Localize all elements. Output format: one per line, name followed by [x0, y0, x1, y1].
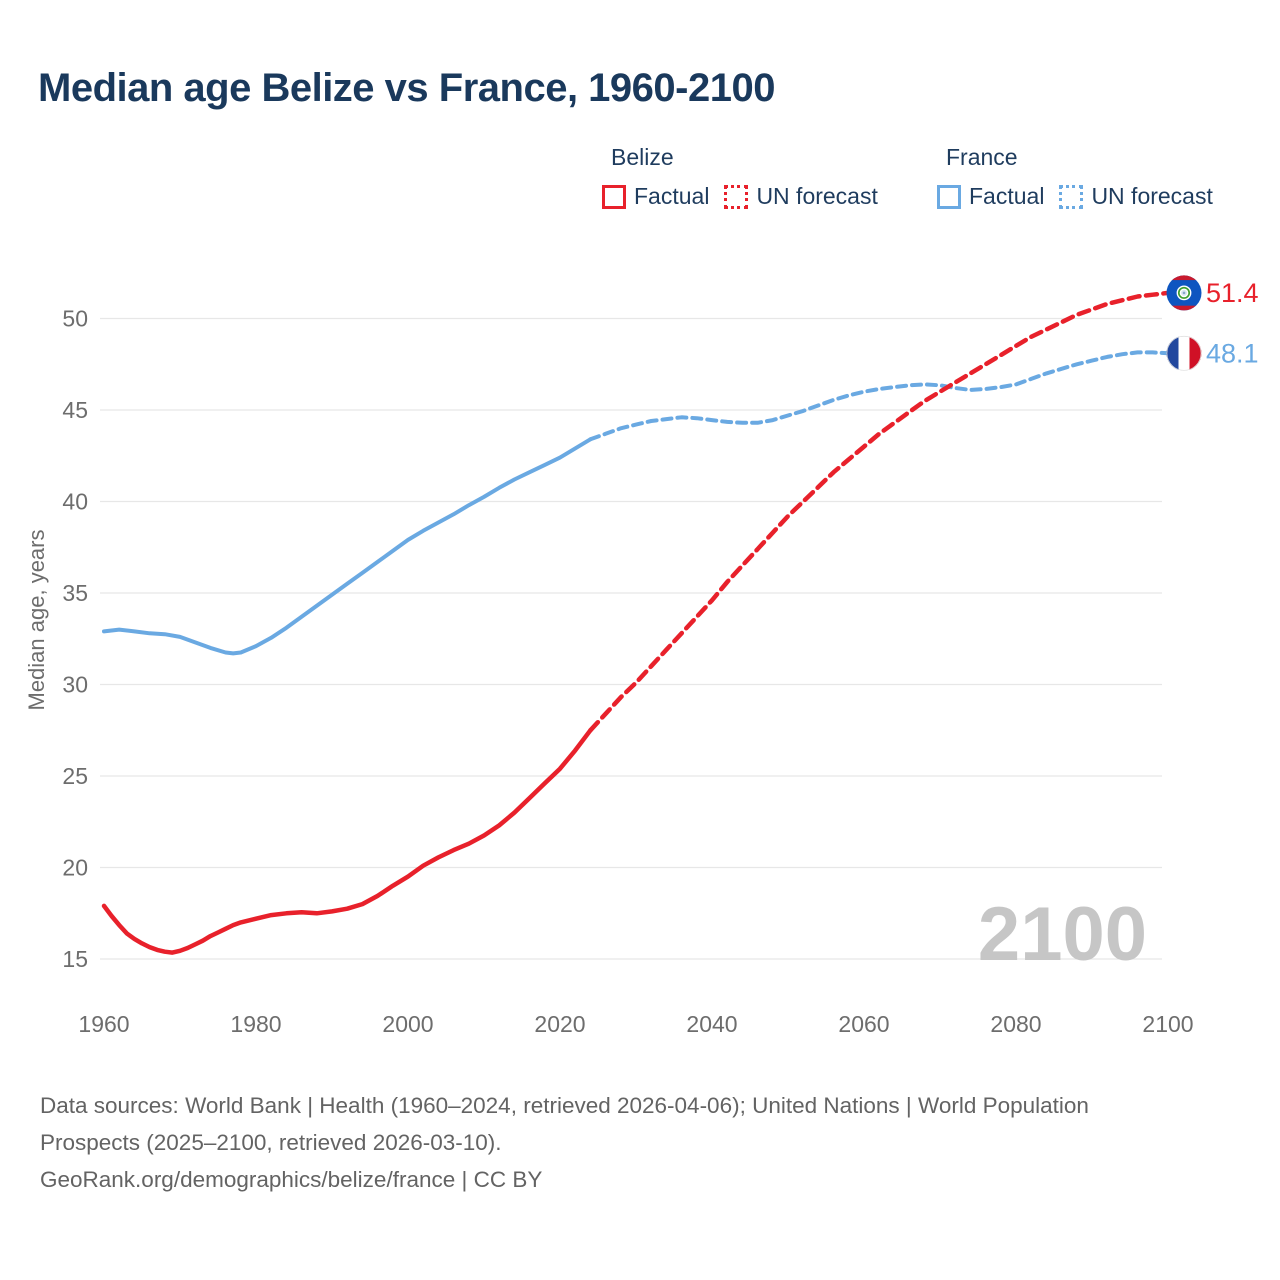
belize-factual-swatch-icon — [602, 184, 626, 209]
series-belize-factual — [101, 728, 593, 955]
legend-row-france: Factual UN forecast — [937, 183, 1213, 210]
legend-label: UN forecast — [756, 183, 878, 209]
footer-attribution: GeoRank.org/demographics/belize/france |… — [40, 1167, 543, 1192]
footer-sources: Data sources: World Bank | Health (1960–… — [40, 1093, 1089, 1155]
end-value-belize: 51.4 — [1206, 278, 1259, 308]
belize-forecast-swatch-icon — [724, 184, 749, 209]
series-france-forecast — [588, 350, 1170, 442]
legend-header-belize: Belize — [611, 144, 674, 170]
legend-label: Factual — [969, 183, 1045, 209]
y-tick-label: 15 — [62, 946, 88, 972]
series-belize-forecast — [588, 290, 1171, 733]
x-tick-label: 1960 — [78, 1011, 129, 1037]
belize-flag-icon — [1166, 275, 1202, 311]
legend-label: Factual — [634, 183, 710, 209]
y-tick-label: 20 — [62, 855, 88, 881]
x-tick-label: 2100 — [1142, 1011, 1193, 1037]
x-tick-label: 2000 — [382, 1011, 433, 1037]
france-forecast-swatch-icon — [1059, 184, 1084, 209]
legend-item-france-forecast: UN forecast — [1059, 183, 1213, 210]
legend-item-france-factual: Factual — [937, 183, 1044, 210]
france-factual-swatch-icon — [937, 184, 961, 209]
legend-item-belize-factual: Factual — [602, 183, 709, 210]
watermark-year: 2100 — [978, 892, 1147, 977]
y-axis-title: Median age, years — [24, 530, 49, 711]
x-tick-label: 2060 — [838, 1011, 889, 1037]
x-tick-label: 2040 — [686, 1011, 737, 1037]
chart-title: Median age Belize vs France, 1960-2100 — [38, 66, 775, 110]
footer: Data sources: World Bank | Health (1960–… — [40, 1087, 1140, 1198]
series-france-factual — [102, 437, 593, 656]
x-tick-label: 1980 — [230, 1011, 281, 1037]
france-flag-icon — [1166, 335, 1202, 371]
y-tick-label: 35 — [62, 580, 88, 606]
legend-label: UN forecast — [1091, 183, 1213, 209]
legend-group-france: France Factual UN forecast — [937, 144, 1213, 210]
legend-group-belize: Belize Factual UN forecast — [602, 144, 878, 210]
legend-item-belize-forecast: UN forecast — [724, 183, 878, 210]
x-tick-label: 2020 — [534, 1011, 585, 1037]
y-tick-label: 50 — [62, 306, 88, 332]
end-value-france: 48.1 — [1206, 338, 1259, 368]
legend-row-belize: Factual UN forecast — [602, 183, 878, 210]
y-tick-label: 40 — [62, 489, 88, 515]
y-tick-label: 30 — [62, 672, 88, 698]
y-tick-label: 25 — [62, 763, 88, 789]
y-tick-label: 45 — [62, 397, 88, 423]
legend-header-france: France — [946, 144, 1018, 170]
x-tick-label: 2080 — [990, 1011, 1041, 1037]
